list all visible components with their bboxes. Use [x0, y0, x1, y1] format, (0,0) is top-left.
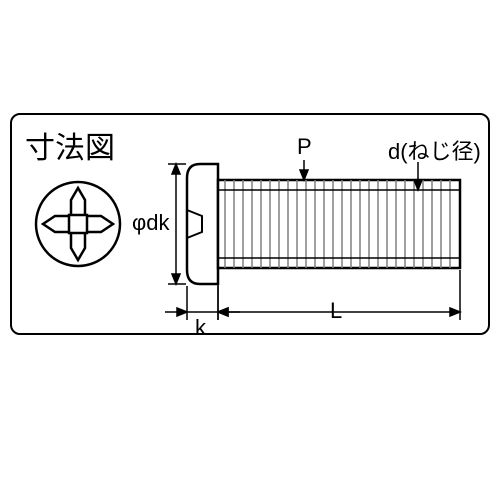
label-P: P [297, 134, 312, 160]
label-L: L [330, 298, 342, 324]
side-shank [218, 180, 460, 268]
label-d: d(ねじ径) [388, 134, 481, 166]
title: 寸法図 [25, 123, 115, 167]
dim-phi-dk [168, 164, 186, 284]
diagram-container: 寸法図 φdk k P L d(ねじ径) [0, 0, 500, 500]
leader-P [300, 160, 308, 180]
diagram-svg [0, 0, 500, 500]
label-k: k [195, 315, 206, 341]
label-phi-dk: φdk [132, 210, 170, 236]
